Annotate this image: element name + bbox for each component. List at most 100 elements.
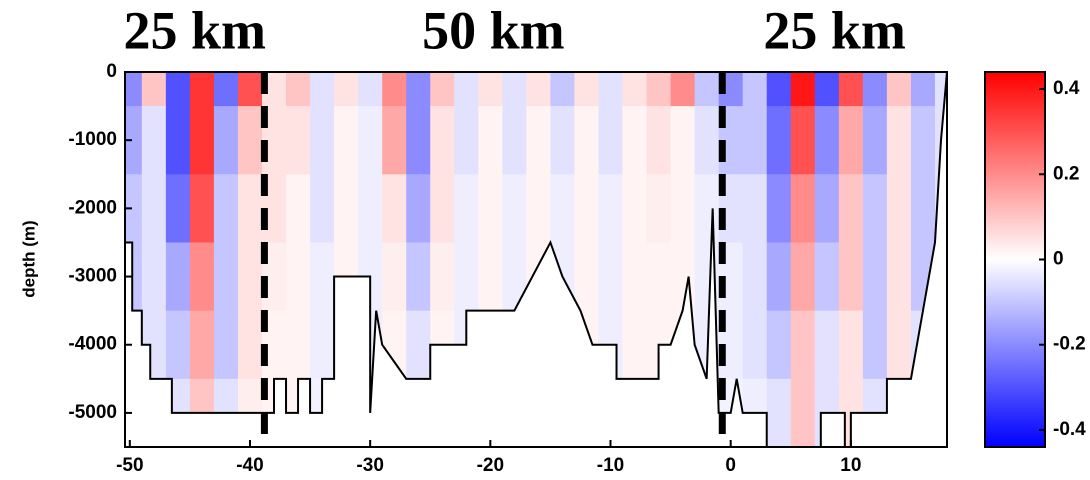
overlay xyxy=(124,71,948,448)
cell xyxy=(814,242,840,312)
y-axis-label: depth (m) xyxy=(19,220,38,297)
cell xyxy=(382,174,407,243)
cell xyxy=(286,242,311,312)
cell xyxy=(574,72,599,107)
cell xyxy=(189,310,215,380)
cell xyxy=(478,242,503,312)
cell xyxy=(406,106,431,175)
cell xyxy=(141,106,167,175)
cell xyxy=(862,72,888,107)
cell xyxy=(237,174,263,243)
cell xyxy=(862,106,888,175)
y-tick-label: -2000 xyxy=(68,197,117,218)
cell xyxy=(502,174,527,243)
cell xyxy=(814,174,840,243)
cell xyxy=(310,106,335,175)
cell xyxy=(622,242,648,312)
cell xyxy=(766,242,792,312)
cell xyxy=(694,174,720,243)
cell xyxy=(406,242,431,312)
colorbar-tick-label: 0.2 xyxy=(1053,163,1079,184)
y-tick-label: -3000 xyxy=(68,266,117,287)
cell xyxy=(670,106,696,175)
cell xyxy=(406,174,431,243)
seafloor xyxy=(125,72,947,447)
cell xyxy=(141,242,167,312)
cell xyxy=(213,174,239,243)
plot-frame xyxy=(124,71,948,448)
cell xyxy=(213,72,239,107)
cell xyxy=(430,174,455,243)
bathymetry-line xyxy=(125,72,947,447)
cell xyxy=(862,242,888,312)
cell xyxy=(406,72,431,107)
cell xyxy=(790,242,816,312)
cell xyxy=(694,106,720,175)
x-tick-label: -50 xyxy=(116,455,143,476)
cell xyxy=(526,174,551,243)
cell xyxy=(694,72,720,107)
cell xyxy=(358,106,383,175)
cell xyxy=(286,106,311,175)
cell xyxy=(165,310,191,380)
cell xyxy=(310,174,335,243)
cell xyxy=(646,72,672,107)
field xyxy=(125,72,947,447)
cell xyxy=(430,106,455,175)
cell xyxy=(310,72,335,107)
cell xyxy=(814,106,840,175)
cell xyxy=(646,242,672,312)
cell xyxy=(165,72,191,107)
cell xyxy=(670,174,696,243)
cell xyxy=(165,174,191,243)
cell xyxy=(358,174,383,243)
cell xyxy=(574,242,599,312)
cell xyxy=(286,174,311,243)
cell xyxy=(237,106,263,175)
cell xyxy=(766,106,792,175)
cell xyxy=(125,106,143,175)
x-tick-label: -20 xyxy=(477,455,504,476)
cell xyxy=(502,106,527,175)
cell xyxy=(141,174,167,243)
cell xyxy=(478,106,503,175)
cell xyxy=(622,310,648,380)
cell xyxy=(598,242,624,312)
cell xyxy=(213,242,239,312)
cell xyxy=(910,106,936,175)
cell xyxy=(670,72,696,107)
cell xyxy=(310,310,335,380)
cell xyxy=(382,242,407,312)
cell xyxy=(213,310,239,380)
cell xyxy=(886,310,912,380)
cell xyxy=(358,72,383,107)
cell xyxy=(189,242,215,312)
cell xyxy=(125,72,143,107)
cell xyxy=(189,106,215,175)
y-tick-label: -1000 xyxy=(68,129,117,150)
cell xyxy=(886,72,912,107)
cell xyxy=(790,378,816,447)
cell xyxy=(886,174,912,243)
cell xyxy=(213,106,239,175)
cell xyxy=(286,310,311,380)
colorbar xyxy=(984,71,1046,448)
cell xyxy=(286,72,311,107)
cell xyxy=(141,72,167,107)
cell xyxy=(742,174,768,243)
cell xyxy=(622,174,648,243)
cell xyxy=(838,310,864,380)
cell xyxy=(334,106,359,175)
cell xyxy=(790,106,816,175)
cell xyxy=(189,72,215,107)
cell xyxy=(550,72,575,107)
cell xyxy=(454,106,479,175)
cell xyxy=(790,310,816,380)
cell xyxy=(910,174,936,243)
colorbar-tick-label: -0.4 xyxy=(1053,419,1086,440)
cell xyxy=(454,174,479,243)
x-tick-label: 10 xyxy=(840,455,861,476)
cell xyxy=(502,72,527,107)
x-tick-label: 0 xyxy=(725,455,736,476)
cell xyxy=(237,310,263,380)
